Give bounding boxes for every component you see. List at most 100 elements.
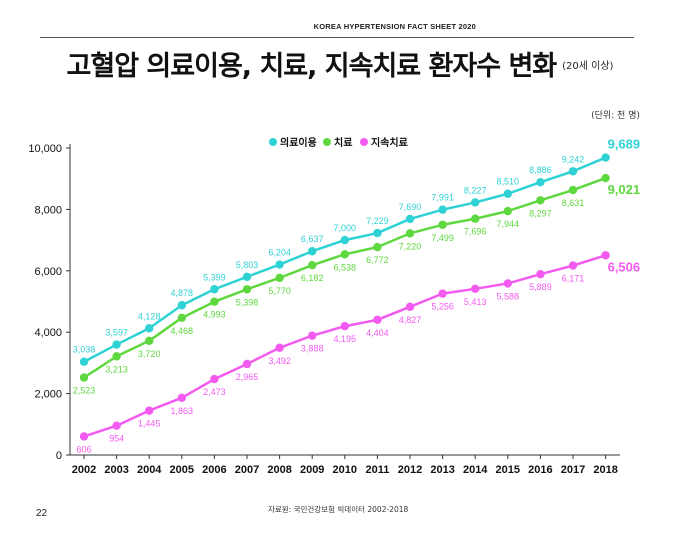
x-tick-label: 2008 — [267, 464, 291, 476]
data-point — [275, 273, 284, 283]
data-point — [308, 261, 317, 270]
data-label: 8,510 — [497, 177, 520, 187]
data-label: 8,631 — [562, 198, 585, 208]
data-point — [210, 374, 219, 384]
page-subtitle: (20세 이상) — [562, 61, 614, 72]
header-divider — [40, 37, 634, 38]
legend-label: 치료 — [334, 136, 352, 149]
x-tick-label: 2015 — [496, 464, 520, 476]
legend-marker — [323, 138, 331, 146]
data-label: 5,889 — [529, 282, 552, 292]
data-label: 3,213 — [105, 364, 128, 374]
data-label: 9,021 — [608, 182, 641, 197]
data-point — [177, 393, 186, 403]
data-label: 5,398 — [236, 297, 259, 307]
y-tick-label: 10,000 — [28, 143, 62, 155]
data-point — [112, 352, 121, 361]
data-point — [79, 373, 89, 382]
data-label: 1,445 — [138, 419, 161, 429]
y-tick-label: 6,000 — [34, 266, 62, 278]
x-tick-label: 2018 — [593, 464, 617, 476]
data-point — [373, 242, 382, 252]
data-point — [112, 421, 121, 430]
data-label: 5,803 — [236, 260, 259, 270]
data-label: 6,772 — [366, 255, 389, 265]
x-tick-label: 2009 — [300, 464, 324, 476]
x-tick-label: 2012 — [398, 464, 422, 476]
x-tick-label: 2013 — [430, 464, 454, 476]
data-label: 9,689 — [608, 137, 641, 152]
data-point — [242, 272, 252, 282]
y-tick-label: 8,000 — [34, 204, 62, 216]
header-title: KOREA HYPERTENSION FACT SHEET 2020 — [313, 22, 476, 31]
data-label: 2,965 — [236, 372, 259, 382]
x-tick-label: 2016 — [528, 464, 552, 476]
data-label: 3,038 — [73, 345, 96, 355]
data-label: 8,227 — [464, 185, 487, 195]
data-point — [112, 340, 121, 349]
unit-note: (단위: 천 명) — [591, 111, 640, 121]
data-point — [471, 198, 480, 207]
data-label: 9,242 — [562, 154, 585, 164]
page-title: 고혈압 의료이용, 치료, 지속치료 환자수 변화 (20세 이상) — [0, 44, 680, 83]
data-label: 4,878 — [171, 288, 194, 298]
data-point — [471, 284, 480, 294]
data-point — [308, 247, 317, 256]
legend-label: 의료이용 — [280, 136, 317, 149]
x-tick-label: 2014 — [463, 464, 488, 476]
x-tick-label: 2002 — [72, 464, 96, 476]
data-label: 7,000 — [334, 223, 357, 233]
data-label: 8,297 — [529, 208, 552, 218]
data-point — [405, 229, 415, 238]
data-point — [275, 343, 284, 352]
data-point — [568, 167, 578, 176]
data-point — [177, 301, 186, 310]
data-label: 7,944 — [497, 219, 520, 229]
data-point — [210, 285, 219, 294]
x-tick-label: 2017 — [561, 464, 585, 476]
x-tick-label: 2004 — [137, 464, 162, 476]
page-title-text: 고혈압 의료이용, 치료, 지속치료 환자수 변화 — [66, 51, 558, 82]
data-point — [438, 289, 447, 298]
data-point — [340, 322, 349, 331]
data-label: 7,991 — [431, 193, 454, 203]
data-label: 6,204 — [268, 248, 291, 258]
data-point — [438, 220, 447, 229]
data-label: 4,195 — [334, 334, 357, 344]
data-label: 5,588 — [497, 291, 520, 301]
data-point — [503, 279, 512, 288]
data-label: 5,770 — [268, 286, 291, 296]
data-point — [340, 250, 349, 259]
data-point — [177, 313, 186, 323]
data-point — [601, 153, 610, 162]
data-label: 4,827 — [399, 315, 422, 325]
data-label: 7,220 — [399, 241, 422, 251]
data-label: 8,886 — [529, 165, 552, 175]
data-label: 7,696 — [464, 227, 487, 237]
data-point — [503, 206, 512, 216]
data-point — [242, 285, 252, 294]
data-label: 7,690 — [399, 202, 422, 212]
data-point — [145, 324, 154, 333]
x-tick-label: 2007 — [235, 464, 259, 476]
data-label: 1,863 — [171, 406, 194, 416]
data-point — [536, 196, 545, 205]
data-point — [405, 302, 415, 312]
x-tick-label: 2010 — [333, 464, 357, 476]
data-label: 2,523 — [73, 386, 96, 396]
y-tick-label: 4,000 — [34, 327, 62, 339]
data-point — [145, 336, 154, 345]
data-point — [601, 251, 610, 260]
data-label: 4,404 — [366, 328, 389, 338]
data-point — [145, 406, 154, 415]
data-point — [438, 205, 447, 214]
data-label: 7,499 — [431, 233, 454, 243]
x-tick-label: 2006 — [202, 464, 226, 476]
data-point — [536, 177, 545, 187]
data-label: 3,720 — [138, 349, 161, 359]
x-tick-label: 2003 — [104, 464, 128, 476]
data-point — [568, 261, 578, 270]
data-label: 5,399 — [203, 272, 226, 282]
data-label: 6,637 — [301, 234, 324, 244]
data-label: 4,468 — [171, 326, 194, 336]
